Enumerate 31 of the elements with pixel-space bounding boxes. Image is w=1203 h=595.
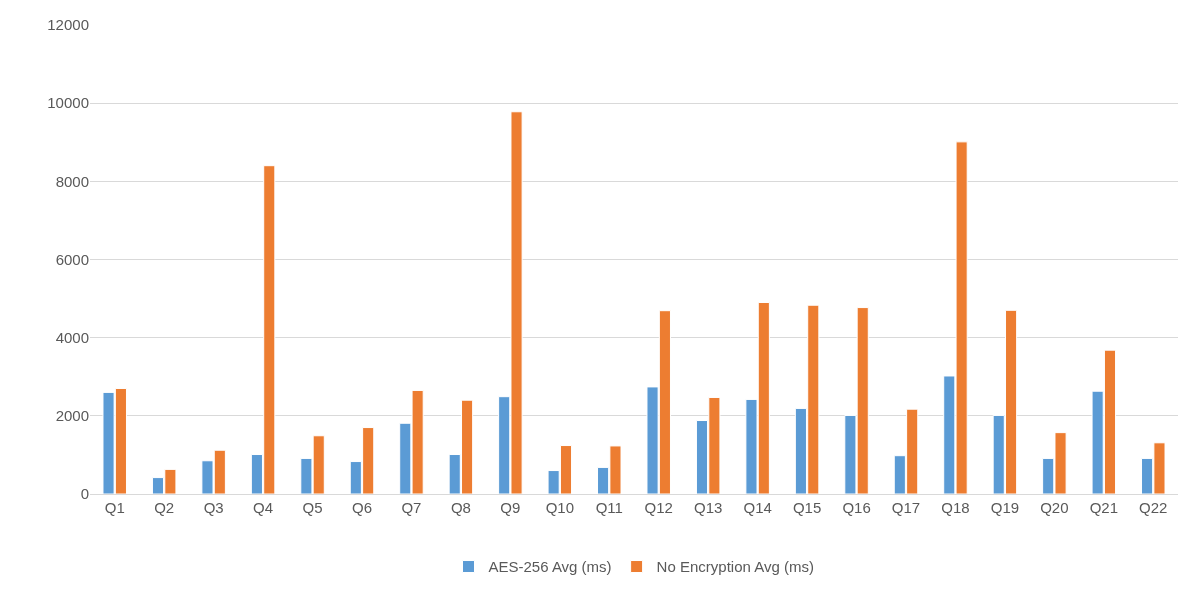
- x-tick-label: Q21: [1089, 499, 1118, 516]
- x-tick-label: Q15: [792, 499, 822, 516]
- y-tick-label: 12000: [47, 16, 89, 34]
- legend-label: AES-256 Avg (ms): [488, 558, 612, 576]
- y-tick-label: 6000: [55, 250, 89, 268]
- x-tick-label: Q12: [644, 499, 673, 516]
- y-tick-label: 0: [80, 485, 89, 503]
- x-tick-label: Q1: [104, 499, 125, 516]
- x-tick-label: Q20: [1040, 499, 1069, 516]
- x-tick-label: Q17: [891, 499, 921, 516]
- x-tick-label: Q4: [253, 499, 274, 516]
- y-tick-label: 8000: [55, 172, 89, 190]
- y-tick-label: 2000: [55, 407, 89, 425]
- x-tick-label: Q5: [302, 499, 323, 516]
- y-tick-label: 10000: [47, 94, 89, 112]
- legend-label: No Encryption Avg (ms): [656, 558, 814, 576]
- x-tick-label: Q16: [842, 499, 871, 516]
- x-tick-label: Q2: [154, 499, 175, 516]
- x-tick-label: Q9: [500, 499, 521, 516]
- x-tick-label: Q19: [990, 499, 1020, 516]
- x-tick-label: Q11: [595, 499, 623, 516]
- x-tick-label: Q10: [545, 499, 574, 516]
- x-tick-label: Q6: [351, 499, 373, 516]
- x-tick-label: Q7: [401, 499, 422, 516]
- y-tick-label: 4000: [55, 328, 89, 346]
- x-tick-label: Q13: [694, 499, 723, 516]
- x-tick-label: Q22: [1139, 499, 1168, 516]
- x-tick-label: Q18: [941, 499, 970, 516]
- x-tick-label: Q3: [203, 499, 224, 516]
- x-tick-label: Q8: [450, 499, 471, 516]
- x-tick-label: Q14: [743, 499, 772, 516]
